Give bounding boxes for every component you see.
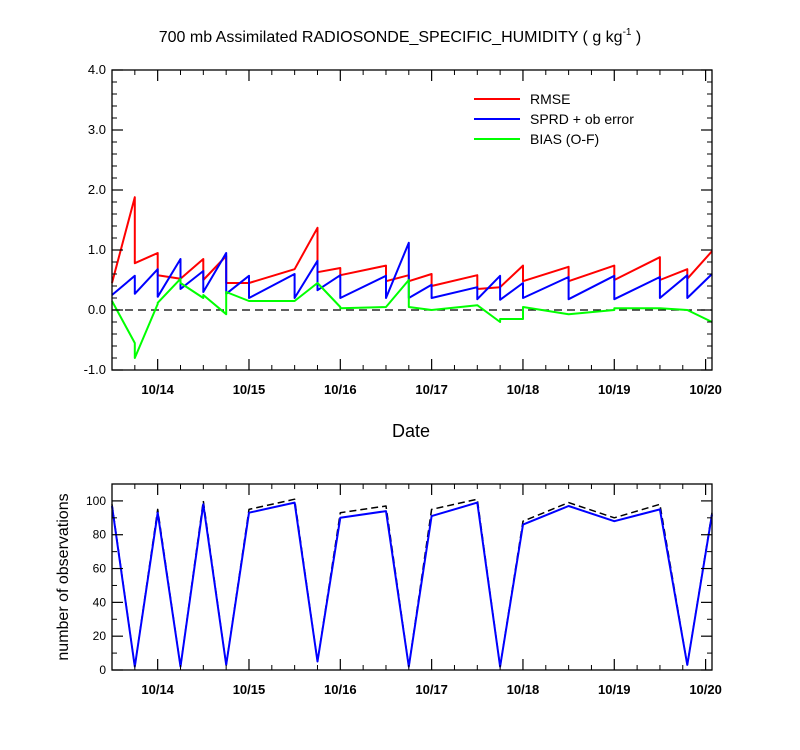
x-tick-label: 10/15 (233, 382, 266, 397)
legend-sprd-label: SPRD + ob error (530, 111, 634, 127)
legend-bias-label: BIAS (O-F) (530, 131, 599, 147)
observations-total-dashed-line (111, 498, 713, 668)
x-tick-label: 10/17 (415, 682, 448, 697)
bias-series-line (111, 277, 713, 359)
y-tick-label: 1.0 (88, 242, 106, 257)
y-tick-label: 100 (86, 494, 106, 508)
x-tick-label: 10/19 (598, 682, 631, 697)
bottom-axis-ticks (111, 483, 712, 671)
chart-title-end: ) (631, 29, 641, 46)
rmse-series-line (111, 196, 713, 290)
legend-rmse-label: RMSE (530, 91, 570, 107)
x-tick-label: 10/18 (507, 682, 540, 697)
y-tick-label: 80 (93, 528, 107, 542)
chart-title-main: 700 mb Assimilated RADIOSONDE_SPECIFIC_H… (159, 29, 623, 46)
y-tick-label: 20 (93, 629, 107, 643)
sprd-series-line (111, 241, 713, 301)
x-axis-label: Date (392, 421, 430, 441)
chart-title-superscript: -1 (623, 27, 632, 38)
y-tick-label: 2.0 (88, 182, 106, 197)
x-tick-label: 10/20 (689, 382, 722, 397)
x-tick-label: 10/14 (141, 382, 174, 397)
x-tick-label: 10/15 (233, 682, 266, 697)
y-tick-label: 0 (99, 663, 106, 677)
y-tick-label: 4.0 (88, 62, 106, 77)
bottom-plot-frame (111, 483, 713, 671)
top-series-group (111, 196, 713, 359)
x-tick-label: 10/17 (415, 382, 448, 397)
chart-title: 700 mb Assimilated RADIOSONDE_SPECIFIC_H… (159, 27, 642, 46)
bottom-panel: 0 20 40 60 80 100 10/14 10/15 10/16 10/17 10/18 10/… (86, 483, 722, 697)
bottom-axis-tick-labels: 0 20 40 60 80 100 10/14 10/15 10/16 10/17 10/18 10/… (86, 494, 722, 697)
observations-used-line (111, 501, 713, 668)
y-tick-label: -1.0 (84, 362, 106, 377)
y-tick-label: 3.0 (88, 122, 106, 137)
x-tick-label: 10/20 (689, 682, 722, 697)
legend: RMSE SPRD + ob error BIAS (O-F) (474, 91, 634, 147)
top-panel: -1.0 0.0 1.0 2.0 3.0 4.0 10/14 10/15 10/16 10/17 1… (84, 62, 722, 397)
top-plot-frame (111, 69, 713, 371)
x-tick-label: 10/16 (324, 682, 357, 697)
x-tick-label: 10/16 (324, 382, 357, 397)
bottom-series-group (111, 498, 713, 668)
x-tick-label: 10/14 (141, 682, 174, 697)
y-tick-label: 40 (93, 595, 107, 609)
y-tick-label: 60 (93, 562, 107, 576)
y-tick-label: 0.0 (88, 302, 106, 317)
x-tick-label: 10/19 (598, 382, 631, 397)
y-axis-label-observations: number of observations (55, 493, 72, 660)
x-tick-label: 10/18 (507, 382, 540, 397)
top-axis-tick-labels: -1.0 0.0 1.0 2.0 3.0 4.0 10/14 10/15 10/16 10/17 1… (84, 62, 722, 397)
